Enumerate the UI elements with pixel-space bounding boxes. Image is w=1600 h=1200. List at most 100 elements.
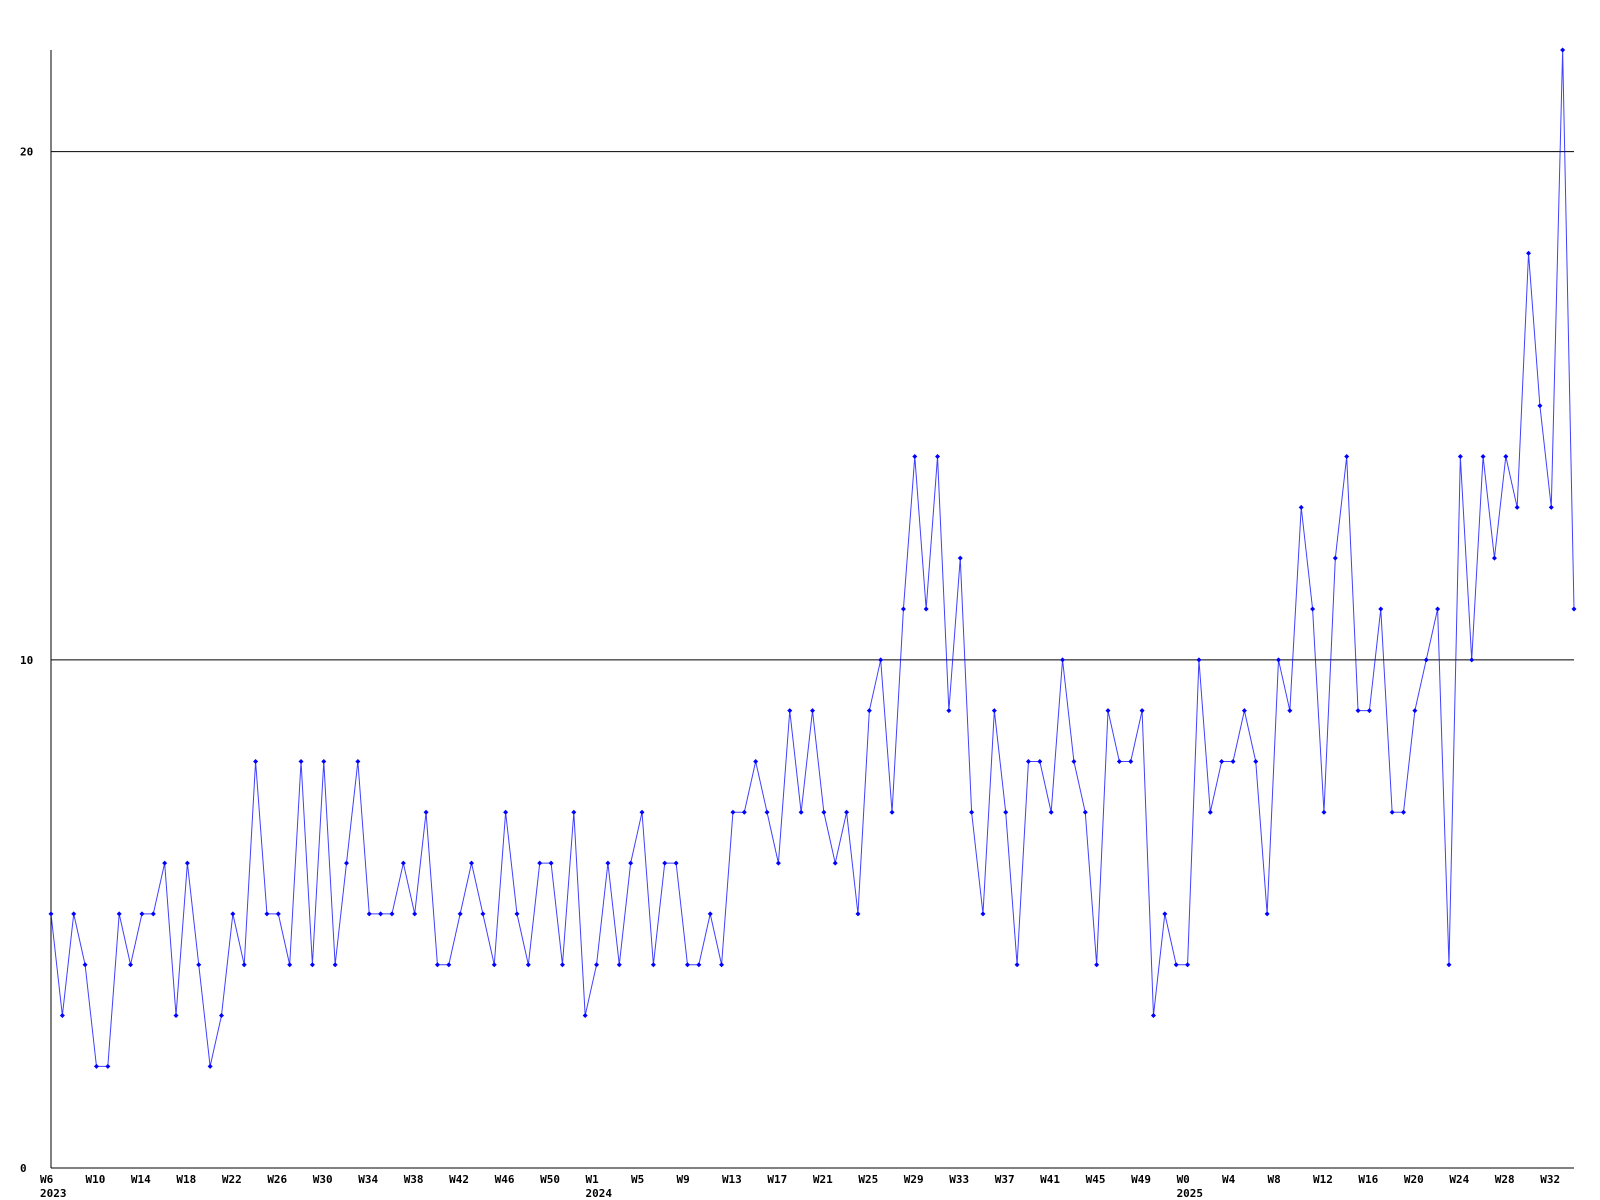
data-point	[1310, 606, 1316, 612]
data-point	[1469, 657, 1475, 663]
data-point	[1162, 911, 1168, 917]
data-point	[59, 1013, 65, 1019]
data-point	[639, 809, 645, 815]
data-point	[582, 1013, 588, 1019]
data-point	[332, 962, 338, 968]
data-point	[991, 708, 997, 714]
data-point	[1355, 708, 1361, 714]
data-point	[230, 911, 236, 917]
y-tick-label: 20	[20, 146, 33, 159]
data-point	[1332, 555, 1338, 561]
data-point	[741, 809, 747, 815]
data-point	[1094, 962, 1100, 968]
data-point	[1014, 962, 1020, 968]
x-tick-label: W8	[1267, 1173, 1280, 1186]
data-point	[912, 454, 918, 460]
data-point	[878, 657, 884, 663]
x-tick-label: W0 2025	[1177, 1173, 1204, 1200]
data-point	[650, 962, 656, 968]
data-point	[1150, 1013, 1156, 1019]
data-point	[1116, 758, 1122, 764]
data-point	[980, 911, 986, 917]
data-point	[218, 1013, 224, 1019]
data-point	[787, 708, 793, 714]
data-point	[1435, 606, 1441, 612]
x-tick-label: W34	[358, 1173, 378, 1186]
data-point	[457, 911, 463, 917]
data-point	[1105, 708, 1111, 714]
x-tick-label: W20	[1404, 1173, 1424, 1186]
data-point	[1185, 962, 1191, 968]
data-point	[1264, 911, 1270, 917]
data-point	[889, 809, 895, 815]
data-point	[1025, 758, 1031, 764]
x-tick-label: W45	[1086, 1173, 1106, 1186]
data-point	[400, 860, 406, 866]
data-point	[173, 1013, 179, 1019]
data-point	[571, 809, 577, 815]
data-point	[1491, 555, 1497, 561]
x-tick-label: W1 2024	[586, 1173, 613, 1200]
data-point	[469, 860, 475, 866]
x-tick-label: W42	[449, 1173, 469, 1186]
data-point	[753, 758, 759, 764]
data-point	[1219, 758, 1225, 764]
data-point	[196, 962, 202, 968]
y-tick-label: 0	[20, 1162, 27, 1175]
data-point	[162, 860, 168, 866]
data-point	[423, 809, 429, 815]
data-point	[480, 911, 486, 917]
data-point	[673, 860, 679, 866]
data-point	[1275, 657, 1281, 663]
data-point	[1321, 809, 1327, 815]
data-point	[1139, 708, 1145, 714]
data-point	[537, 860, 543, 866]
x-tick-label: W4	[1222, 1173, 1236, 1186]
data-point	[1571, 606, 1577, 612]
data-point	[730, 809, 736, 815]
data-point	[1457, 454, 1463, 460]
data-point	[798, 809, 804, 815]
data-point	[71, 911, 77, 917]
data-point	[719, 962, 725, 968]
data-point	[832, 860, 838, 866]
data-point	[321, 758, 327, 764]
data-point	[1423, 657, 1429, 663]
data-point	[1287, 708, 1293, 714]
data-point	[253, 758, 259, 764]
x-tick-label: W13	[722, 1173, 742, 1186]
data-point	[139, 911, 145, 917]
data-point	[287, 962, 293, 968]
data-point	[616, 962, 622, 968]
data-point	[1128, 758, 1134, 764]
data-point	[1060, 657, 1066, 663]
data-point	[684, 962, 690, 968]
data-point	[1366, 708, 1372, 714]
data-point	[923, 606, 929, 612]
data-point	[105, 1063, 111, 1069]
data-point	[1071, 758, 1077, 764]
data-point	[1230, 758, 1236, 764]
data-point	[1503, 454, 1509, 460]
data-point	[1344, 454, 1350, 460]
data-point	[1173, 962, 1179, 968]
x-tick-label: W9	[676, 1173, 689, 1186]
data-point	[1241, 708, 1247, 714]
data-point	[412, 911, 418, 917]
data-point	[662, 860, 668, 866]
data-point	[1378, 606, 1384, 612]
data-point	[935, 454, 941, 460]
data-point	[366, 911, 372, 917]
data-point	[946, 708, 952, 714]
data-point	[559, 962, 565, 968]
data-point	[1196, 657, 1202, 663]
x-tick-label: W10	[85, 1173, 105, 1186]
data-point	[1560, 47, 1566, 53]
data-point	[844, 809, 850, 815]
x-tick-label: W38	[404, 1173, 424, 1186]
data-point	[491, 962, 497, 968]
data-point	[900, 606, 906, 612]
data-point	[150, 911, 156, 917]
x-tick-label: W29	[904, 1173, 924, 1186]
